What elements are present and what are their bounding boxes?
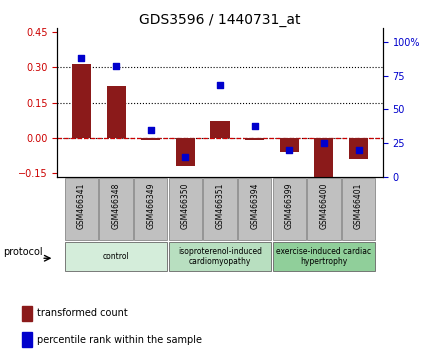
Bar <box>273 242 375 271</box>
Bar <box>307 178 341 240</box>
Text: transformed count: transformed count <box>37 308 128 318</box>
Text: GSM466351: GSM466351 <box>216 182 224 229</box>
Bar <box>141 138 160 140</box>
Text: GSM466399: GSM466399 <box>285 182 294 229</box>
Bar <box>134 178 167 240</box>
Text: exercise-induced cardiac
hypertrophy: exercise-induced cardiac hypertrophy <box>276 247 371 266</box>
Title: GDS3596 / 1440731_at: GDS3596 / 1440731_at <box>139 13 301 27</box>
Bar <box>72 64 91 138</box>
Bar <box>238 178 271 240</box>
Bar <box>342 178 375 240</box>
Text: GSM466341: GSM466341 <box>77 182 86 229</box>
Text: protocol: protocol <box>3 247 43 257</box>
Text: isoproterenol-induced
cardiomyopathy: isoproterenol-induced cardiomyopathy <box>178 247 262 266</box>
Bar <box>245 138 264 140</box>
Bar <box>22 306 33 321</box>
Bar <box>169 242 271 271</box>
Text: GSM466394: GSM466394 <box>250 182 259 229</box>
Text: GSM466401: GSM466401 <box>354 182 363 229</box>
Point <box>182 154 189 160</box>
Bar <box>106 86 125 138</box>
Point <box>113 63 120 69</box>
Bar <box>203 178 237 240</box>
Text: control: control <box>103 252 129 261</box>
Bar <box>210 121 230 138</box>
Text: GSM466350: GSM466350 <box>181 182 190 229</box>
Point <box>320 141 327 146</box>
Bar <box>280 138 299 152</box>
Bar <box>169 178 202 240</box>
Text: GSM466400: GSM466400 <box>319 182 328 229</box>
Bar <box>65 242 167 271</box>
Text: GSM466348: GSM466348 <box>112 182 121 229</box>
Text: GSM466349: GSM466349 <box>146 182 155 229</box>
Bar <box>22 332 33 347</box>
Bar <box>176 138 195 166</box>
Bar <box>65 178 98 240</box>
Bar <box>315 138 334 182</box>
Point <box>147 127 154 132</box>
Text: percentile rank within the sample: percentile rank within the sample <box>37 335 202 345</box>
Point <box>216 82 224 88</box>
Bar <box>273 178 306 240</box>
Bar <box>99 178 133 240</box>
Bar <box>349 138 368 159</box>
Point <box>251 123 258 129</box>
Point <box>355 147 362 153</box>
Point <box>286 147 293 153</box>
Point <box>78 55 85 61</box>
